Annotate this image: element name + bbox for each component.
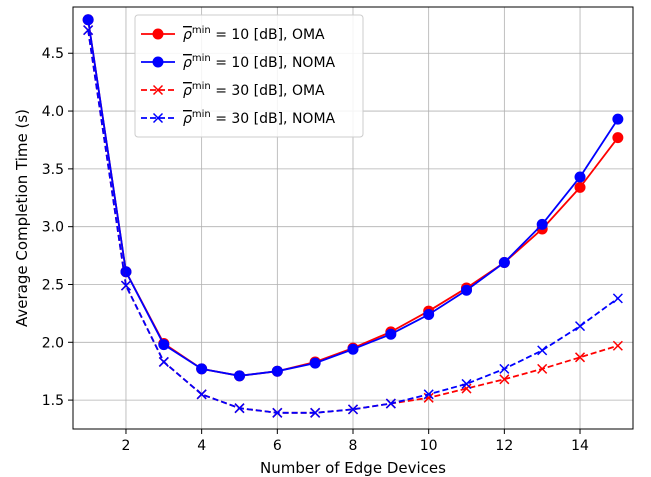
data-point [82,14,94,26]
legend-entry: ρmin = 30 [dB], NOMA [141,109,336,127]
marker-stroke [423,392,434,403]
marker-stroke [537,363,548,374]
marker-stroke [612,340,623,351]
y-tick-label: 2.0 [42,335,64,351]
marker-stroke [234,403,245,414]
data-point [536,218,548,230]
legend-marker [152,28,164,40]
y-tick-label: 1.5 [42,393,64,409]
x-tick-label: 8 [349,438,358,454]
data-point [83,25,94,36]
y-tick-label: 3.0 [42,220,64,236]
data-point [158,356,169,367]
data-point [612,132,624,144]
marker-stroke [499,374,510,385]
x-tick-label: 14 [571,438,589,454]
data-point [385,328,397,340]
legend: ρmin = 10 [dB], OMA ρmin = 10 [dB], NOMA ρ… [134,14,364,138]
legend-label: ρmin = 30 [dB], OMA [183,81,325,99]
marker-stroke [612,293,623,304]
data-point [196,363,208,375]
data-point [499,363,510,374]
marker-stroke [83,25,94,36]
data-point [310,407,321,418]
marker-stroke [120,280,132,291]
data-point [385,398,396,409]
legend-marker [152,84,164,96]
data-point [272,407,283,418]
marker-stroke [499,363,510,374]
data-point [158,339,170,351]
marker-stroke [537,345,548,356]
legend-entry: ρmin = 30 [dB], OMA [141,81,325,99]
marker-stroke [574,321,586,332]
data-point [499,374,510,385]
marker-stroke [310,407,321,418]
legend-label: ρmin = 10 [dB], NOMA [183,53,336,71]
x-tick-label: 10 [420,438,438,454]
marker-stroke [152,112,164,124]
data-point [423,389,434,400]
data-point [120,266,132,278]
data-point [574,352,586,363]
x-axis-title: Number of Edge Devices [260,459,446,477]
marker-stroke [272,407,283,418]
data-point [498,257,510,269]
marker-stroke [196,389,207,400]
marker-stroke [461,378,472,389]
data-point [461,284,473,296]
legend-label: ρmin = 30 [dB], NOMA [183,109,336,127]
x-tick-label: 2 [122,438,131,454]
legend-marker [152,112,164,124]
series-layer [82,14,624,418]
series-4 [83,25,623,418]
legend-marker [152,56,164,68]
data-point [574,321,586,332]
marker-stroke [158,356,169,367]
y-tick-label: 4.5 [42,46,64,62]
legend-entry: ρmin = 10 [dB], NOMA [141,53,336,71]
marker-stroke [385,398,396,409]
data-point [347,343,359,355]
data-point [120,280,132,291]
series-line [87,29,619,414]
legend-entry: ρmin = 10 [dB], OMA [141,25,325,43]
data-point [537,345,548,356]
data-point [309,357,321,369]
marker-stroke [423,389,434,400]
marker-stroke [347,404,359,415]
x-tick-label: 4 [197,438,206,454]
y-tick-label: 2.5 [42,277,64,293]
data-point [233,370,245,382]
data-point [271,365,283,377]
marker-stroke [574,352,586,363]
data-point [461,378,472,389]
x-tick-label: 12 [495,438,513,454]
y-tick-label: 3.5 [42,162,64,178]
data-point [196,389,207,400]
legend-box [134,14,364,138]
data-point [347,404,359,415]
marker-stroke [152,84,164,96]
y-tick-label: 4.0 [42,104,64,120]
data-point [423,309,435,321]
data-point [574,181,586,193]
data-point [612,293,623,304]
marker-stroke [461,383,472,394]
data-point [537,363,548,374]
legend-label: ρmin = 10 [dB], OMA [183,25,325,43]
data-point [234,403,245,414]
series-2 [82,14,624,382]
data-point [574,171,586,183]
x-tick-label: 6 [273,438,282,454]
data-point [612,113,624,125]
axis-ticks: 2 4 6 8 10 12 14 1.5 2.0 2.5 3.0 3.5 4.0 4.5 [42,46,589,454]
y-axis-title: Average Completion Time (s) [13,109,31,327]
data-point [612,340,623,351]
